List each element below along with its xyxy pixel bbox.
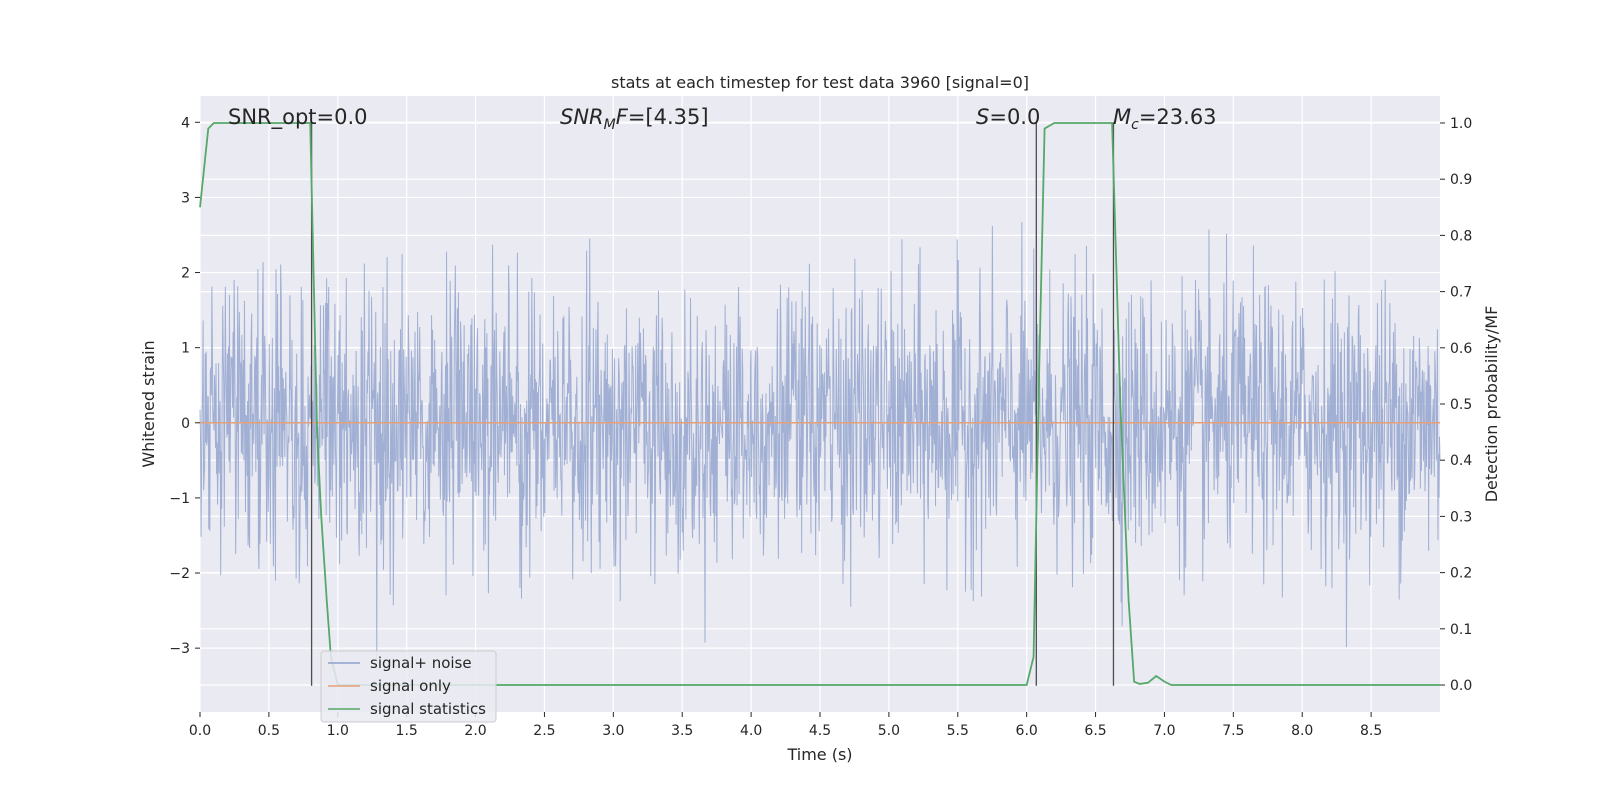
series-signal-noise: [199, 222, 1441, 660]
y2-tick-label: 0.5: [1450, 397, 1472, 413]
x-tick-label: 8.0: [1291, 723, 1313, 739]
signal-noise-line: [199, 222, 1441, 660]
series-signal-statistics: [199, 122, 1440, 686]
y-tick-label: 1: [181, 341, 190, 357]
signal-statistics-line: [199, 122, 1440, 686]
x-tick-label: 8.5: [1360, 723, 1382, 739]
x-tick-label: 3.0: [602, 723, 624, 739]
y2-tick-label: 1.0: [1450, 116, 1472, 132]
x-tick-label: 1.5: [396, 723, 418, 739]
y-tick-label: 2: [181, 266, 190, 282]
annotation-s-label: S: [976, 105, 989, 129]
annotation-mc-base: M: [1113, 105, 1131, 129]
y2-axis-ticks: 0.0 0.1 0.2 0.3 0.4 0.5 0.6 0.7 0.8 0.9 1.0: [1440, 116, 1472, 694]
x-tick-label: 6.5: [1084, 723, 1106, 739]
annotation-snr-opt: SNR_opt=0.0: [228, 105, 368, 130]
y2-tick-label: 0.2: [1450, 566, 1472, 582]
annotation-s-value: =0.0: [989, 105, 1040, 129]
x-tick-label: 2.0: [464, 723, 486, 739]
y2-tick-label: 0.4: [1450, 453, 1472, 469]
x-tick-label: 4.5: [809, 723, 831, 739]
x-tick-label: 7.0: [1153, 723, 1175, 739]
x-axis-label: Time (s): [786, 745, 852, 764]
annotation-mc-value: =23.63: [1139, 105, 1217, 129]
annotation-snr-mf-rest: =[4.35]: [628, 105, 709, 129]
x-tick-label: 2.5: [533, 723, 555, 739]
x-axis-ticks: 0.0 0.5 1.0 1.5 2.0 2.5 3.0 3.5 4.0 4.5 5.0 5.5 6.0 6…: [189, 712, 1382, 739]
y-tick-label: −1: [169, 491, 190, 507]
x-tick-label: 3.5: [671, 723, 693, 739]
annotation-snr-mf-rest-f: F: [616, 105, 629, 129]
annotation-snr-mf-sub: M: [604, 117, 616, 133]
x-tick-label: 1.0: [327, 723, 349, 739]
y-tick-label: 0: [181, 416, 190, 432]
y2-tick-label: 0.6: [1450, 341, 1472, 357]
y-axis-ticks: −3 −2 −1 0 1 2 3 4: [169, 115, 200, 657]
y2-axis-label: Detection probability/MF: [1482, 306, 1501, 503]
legend-label-signal-only: signal only: [370, 677, 451, 695]
y2-tick-label: 0.9: [1450, 172, 1472, 188]
annotation-mc-sub: c: [1131, 117, 1139, 133]
x-tick-label: 5.5: [947, 723, 969, 739]
chart-title: stats at each timestep for test data 396…: [611, 73, 1029, 92]
annotation-snr-mf-base: SNR: [560, 105, 604, 129]
x-tick-label: 0.5: [258, 723, 280, 739]
y2-tick-label: 0.7: [1450, 285, 1472, 301]
annotation-s: S=0.0: [976, 105, 1040, 129]
legend-label-signal-statistics: signal statistics: [370, 700, 486, 718]
y-tick-label: 3: [181, 190, 190, 206]
y2-tick-label: 0.8: [1450, 228, 1472, 244]
y2-tick-label: 0.3: [1450, 509, 1472, 525]
annotation-mc: Mc=23.63: [1113, 105, 1217, 133]
x-tick-label: 5.0: [878, 723, 900, 739]
legend: signal+ noise signal only signal statist…: [320, 650, 497, 723]
x-tick-label: 4.0: [740, 723, 762, 739]
x-tick-label: 0.0: [189, 723, 211, 739]
y-tick-label: 4: [181, 115, 190, 131]
y-tick-label: −2: [169, 566, 190, 582]
x-tick-label: 7.5: [1222, 723, 1244, 739]
y2-tick-label: 0.1: [1450, 622, 1472, 638]
x-tick-label: 6.0: [1016, 723, 1038, 739]
legend-label-signal-noise: signal+ noise: [370, 654, 472, 672]
y-tick-label: −3: [169, 641, 190, 657]
legend-box: [320, 650, 497, 723]
y-axis-label: Whitened strain: [139, 340, 158, 467]
y2-tick-label: 0.0: [1450, 678, 1472, 694]
annotation-snr-mf: SNRMF=[4.35]: [560, 105, 709, 133]
